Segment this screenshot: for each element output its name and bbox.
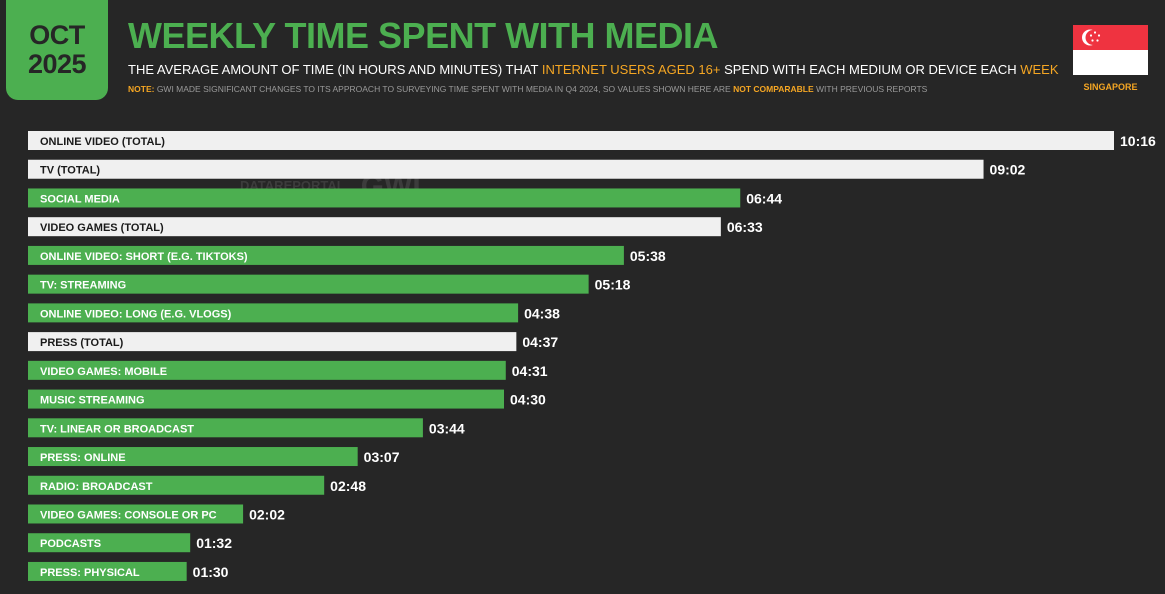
note-text-2: WITH PREVIOUS REPORTS — [813, 84, 928, 94]
bar-14 — [28, 533, 191, 553]
note-highlight: NOT COMPARABLE — [733, 84, 814, 94]
value-label-2: 06:44 — [746, 190, 782, 206]
subtitle-text-2: SPEND WITH EACH MEDIUM OR DEVICE EACH — [720, 62, 1021, 77]
bar-label-10: TV: LINEAR OR BROADCAST — [40, 423, 194, 435]
subtitle-highlight-2: WEEK — [1020, 62, 1059, 77]
bar-13 — [28, 504, 244, 524]
value-label-13: 02:02 — [249, 506, 285, 522]
bar-0 — [28, 131, 1114, 150]
page-title: WEEKLY TIME SPENT WITH MEDIA — [128, 15, 719, 56]
value-label-7: 04:37 — [522, 334, 558, 350]
bar-label-8: VIDEO GAMES: MOBILE — [40, 366, 167, 378]
note: NOTE: GWI MADE SIGNIFICANT CHANGES TO IT… — [128, 84, 927, 94]
bar-12 — [28, 475, 325, 495]
date-year: 2025 — [27, 49, 87, 79]
subtitle: THE AVERAGE AMOUNT OF TIME (IN HOURS AND… — [128, 62, 1059, 77]
value-label-6: 04:38 — [524, 305, 560, 321]
bar-8 — [28, 360, 506, 380]
bar-label-3: VIDEO GAMES (TOTAL) — [40, 222, 164, 234]
subtitle-text-1: THE AVERAGE AMOUNT OF TIME (IN HOURS AND… — [128, 62, 542, 77]
value-label-4: 05:38 — [630, 248, 666, 264]
value-label-8: 04:31 — [512, 363, 548, 379]
note-label: NOTE: — [128, 84, 155, 94]
bar-10 — [28, 418, 423, 438]
bar-label-12: RADIO: BROADCAST — [40, 481, 153, 493]
date-month: OCT — [29, 20, 85, 50]
country-label: SINGAPORE — [1083, 82, 1138, 92]
value-label-0: 10:16 — [1120, 133, 1156, 149]
bar-6 — [28, 303, 519, 323]
bar-label-6: ONLINE VIDEO: LONG (E.G. VLOGS) — [40, 308, 232, 320]
bar-label-13: VIDEO GAMES: CONSOLE OR PC — [40, 509, 217, 521]
date-badge: OCT 2025 — [6, 0, 108, 100]
bar-11 — [28, 447, 358, 467]
value-label-15: 01:30 — [193, 564, 229, 580]
value-label-12: 02:48 — [330, 478, 366, 494]
bar-label-0: ONLINE VIDEO (TOTAL) — [40, 136, 165, 148]
value-label-14: 01:32 — [196, 535, 232, 551]
value-label-1: 09:02 — [990, 162, 1026, 178]
bar-5 — [28, 274, 589, 294]
singapore-flag-icon — [1073, 25, 1148, 75]
bar-1 — [28, 159, 984, 179]
value-label-9: 04:30 — [510, 392, 546, 408]
bar-label-2: SOCIAL MEDIA — [40, 193, 120, 205]
bar-label-4: ONLINE VIDEO: SHORT (E.G. TIKTOKS) — [40, 251, 248, 263]
value-label-5: 05:18 — [595, 277, 631, 293]
bar-9 — [28, 389, 505, 409]
bar-3 — [28, 217, 721, 237]
bar-2 — [28, 188, 741, 208]
bar-label-11: PRESS: ONLINE — [40, 452, 126, 464]
bar-label-14: PODCASTS — [40, 538, 101, 550]
bar-label-15: PRESS: PHYSICAL — [40, 567, 140, 579]
value-label-10: 03:44 — [429, 420, 465, 436]
note-text-1: GWI MADE SIGNIFICANT CHANGES TO ITS APPR… — [154, 84, 734, 94]
value-label-11: 03:07 — [364, 449, 400, 465]
bar-7 — [28, 332, 517, 352]
bar-label-7: PRESS (TOTAL) — [40, 337, 124, 349]
bar-label-9: MUSIC STREAMING — [40, 395, 145, 407]
bar-4 — [28, 245, 624, 265]
bar-15 — [28, 561, 187, 581]
subtitle-highlight-1: INTERNET USERS AGED 16+ — [541, 62, 721, 77]
bar-label-5: TV: STREAMING — [40, 280, 126, 292]
value-label-3: 06:33 — [727, 219, 763, 235]
bar-label-1: TV (TOTAL) — [40, 165, 100, 177]
